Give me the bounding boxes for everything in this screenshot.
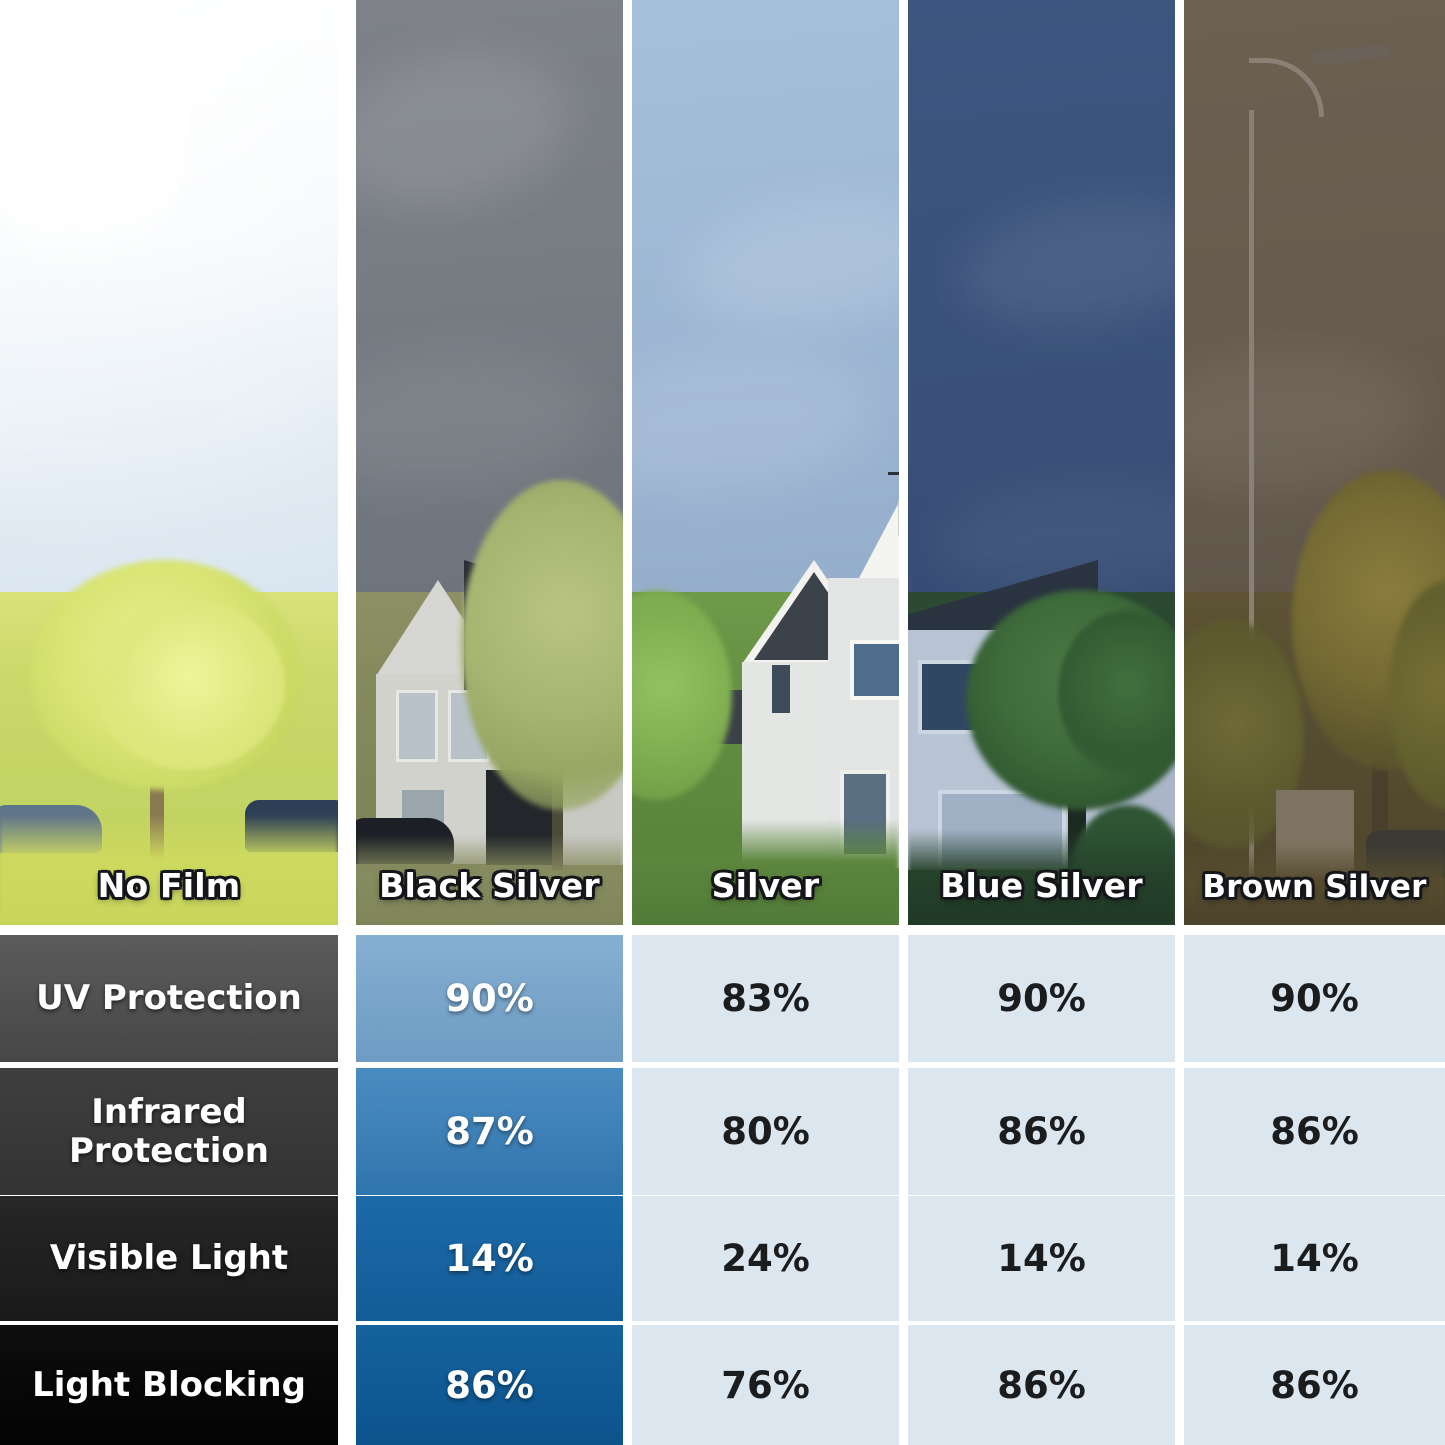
table-row: UV Protection 90% 83% 90% 90% [0, 935, 1445, 1062]
cell-silver-uv: 83% [632, 935, 899, 1062]
cell-brown-silver-uv: 90% [1184, 935, 1445, 1062]
scene-no-film [0, 0, 338, 925]
cell-blue-silver-light-blocking: 86% [908, 1325, 1175, 1445]
photo-panel-blue-silver[interactable]: Blue Silver [908, 0, 1175, 925]
cell-brown-silver-light-blocking: 86% [1184, 1325, 1445, 1445]
cell-silver-infrared: 80% [632, 1068, 899, 1195]
shrub-foreground [908, 830, 1175, 925]
photo-panel-brown-silver[interactable]: Brown Silver [1184, 0, 1445, 925]
cell-black-silver-uv: 90% [356, 935, 623, 1062]
panel-label-silver: Silver [711, 866, 820, 905]
scene-black-silver [356, 0, 623, 925]
spec-table: UV Protection 90% 83% 90% 90% Infrared P… [0, 935, 1445, 1445]
photo-comparison-strip: No Film [0, 0, 1445, 925]
cell-black-silver-infrared: 87% [356, 1068, 623, 1195]
cell-blue-silver-visible-light: 14% [908, 1196, 1175, 1321]
scene-silver [632, 0, 899, 925]
photo-panel-no-film[interactable]: No Film [0, 0, 338, 925]
cell-black-silver-light-blocking: 86% [356, 1325, 623, 1445]
panel-label-brown-silver: Brown Silver [1202, 869, 1427, 905]
cell-black-silver-visible-light: 14% [356, 1196, 623, 1321]
ground-foreground [1184, 845, 1445, 925]
cell-brown-silver-visible-light: 14% [1184, 1196, 1445, 1321]
photo-panel-silver[interactable]: Silver [632, 0, 899, 925]
row-label-uv-protection: UV Protection [0, 935, 338, 1062]
row-label-line-2: Protection [69, 1130, 269, 1171]
cell-silver-light-blocking: 76% [632, 1325, 899, 1445]
grass-foreground [0, 815, 338, 925]
row-label-line-1: Infrared [91, 1091, 247, 1132]
cell-silver-visible-light: 24% [632, 1196, 899, 1321]
row-label-light-blocking: Light Blocking [0, 1325, 338, 1445]
table-row: Visible Light 14% 24% 14% 14% [0, 1196, 1445, 1321]
panel-label-black-silver: Black Silver [379, 866, 600, 905]
panel-label-blue-silver: Blue Silver [940, 866, 1143, 905]
cell-blue-silver-infrared: 86% [908, 1068, 1175, 1195]
row-label-visible-light: Visible Light [0, 1196, 338, 1321]
scene-blue-silver [908, 0, 1175, 925]
photo-panel-black-silver[interactable]: Black Silver [356, 0, 623, 925]
grass-foreground [356, 835, 623, 925]
scene-brown-silver [1184, 0, 1445, 925]
cell-brown-silver-infrared: 86% [1184, 1068, 1445, 1195]
table-row: Infrared Protection 87% 80% 86% 86% [0, 1068, 1445, 1195]
cell-blue-silver-uv: 90% [908, 935, 1175, 1062]
table-row: Light Blocking 86% 76% 86% 86% [0, 1325, 1445, 1445]
row-label-infrared-protection: Infrared Protection [0, 1068, 338, 1195]
panel-label-no-film: No Film [97, 866, 241, 905]
shrub-foreground [632, 820, 899, 925]
